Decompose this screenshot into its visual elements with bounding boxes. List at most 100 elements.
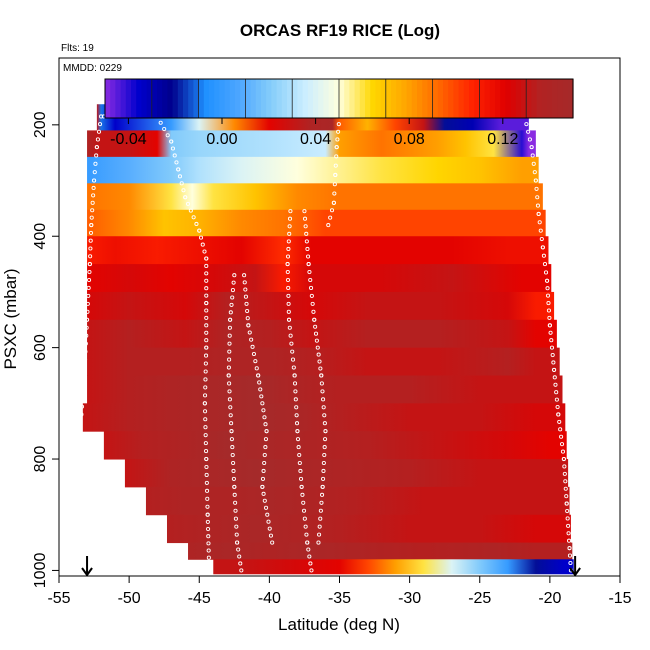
track-point [562, 464, 567, 469]
heatmap-band [188, 542, 573, 560]
track-point [321, 468, 326, 474]
track-point [89, 223, 94, 228]
track-point [567, 546, 572, 551]
track-point [84, 333, 89, 338]
track-point [204, 472, 209, 477]
track-point [82, 373, 87, 378]
track-point [234, 532, 239, 537]
date-label: MMDD: 0229 [63, 63, 122, 74]
track-point [204, 278, 209, 283]
track-point [206, 534, 211, 539]
track-point [303, 524, 308, 529]
track-point [97, 122, 103, 127]
track-point [290, 349, 295, 354]
colorbar-cell [541, 79, 548, 118]
track-point [232, 484, 237, 489]
plot-area [79, 104, 581, 577]
track-point [203, 393, 208, 398]
track-point [563, 486, 568, 491]
colorbar-cell [349, 79, 356, 118]
track-point [331, 200, 336, 205]
track-point [551, 360, 556, 365]
track-point [206, 555, 211, 560]
track-point [267, 526, 272, 531]
heatmap-band [87, 319, 557, 349]
track-point [206, 548, 211, 553]
track-point [265, 512, 270, 517]
colorbar-cell [432, 79, 439, 118]
colorbar-cell [318, 79, 324, 118]
colorbar-tick-label: -0.04 [110, 131, 147, 148]
track-point [179, 181, 184, 186]
track-point [88, 246, 93, 251]
track-point [203, 441, 208, 446]
track-point [290, 357, 296, 362]
track-point [529, 145, 534, 150]
colorbar [104, 78, 574, 119]
track-point [228, 413, 233, 418]
track-point [233, 516, 238, 521]
track-point [231, 468, 236, 474]
track-point [162, 126, 167, 132]
y-tick-label: 200 [32, 111, 49, 138]
track-point [313, 324, 318, 329]
track-point [322, 421, 327, 426]
heatmap-band [87, 347, 560, 376]
colorbar-cell [463, 79, 470, 118]
x-tick-label: -55 [47, 590, 70, 607]
track-point [236, 547, 241, 552]
track-point [204, 308, 209, 313]
y-axis: 200 400 600 800 1000 [32, 111, 59, 588]
track-point [91, 185, 96, 191]
colorbar-cell [365, 79, 371, 118]
colorbar-cell [531, 79, 538, 118]
colorbar-cell [245, 79, 252, 118]
track-point [204, 323, 209, 328]
track-point [298, 476, 304, 481]
track-point [550, 353, 555, 358]
heatmap-band [124, 459, 569, 488]
track-point [553, 382, 558, 387]
track-point [268, 533, 274, 538]
track-point [85, 309, 90, 314]
track-point [545, 293, 551, 298]
track-point [200, 242, 205, 247]
colorbar-cell [484, 79, 491, 118]
track-point [261, 408, 266, 413]
colorbar-cell [224, 79, 231, 118]
track-point [92, 170, 97, 175]
track-point [230, 453, 235, 458]
down-arrow-left-icon [81, 556, 93, 577]
track-point [534, 186, 539, 191]
track-point [96, 129, 102, 134]
track-point [233, 508, 238, 513]
track-point [535, 195, 540, 200]
flight-track-middle-track-4 [302, 209, 328, 545]
track-point [310, 301, 315, 306]
track-point [291, 365, 296, 370]
track-point [261, 468, 266, 474]
track-point [286, 285, 291, 291]
colorbar-cell [411, 79, 418, 118]
track-point [313, 331, 319, 336]
track-point [230, 288, 235, 293]
track-point [227, 357, 232, 362]
track-point [87, 262, 92, 267]
track-point [299, 484, 304, 489]
track-point [88, 230, 94, 235]
track-point [263, 422, 268, 427]
track-point [253, 359, 258, 364]
colorbar-cell [552, 79, 558, 118]
track-point [232, 273, 237, 278]
track-point [317, 359, 322, 364]
colorbar-cell [266, 79, 272, 118]
colorbar-cell [515, 79, 522, 118]
track-point [293, 397, 298, 402]
track-point [286, 301, 291, 306]
colorbar-cell [146, 79, 153, 118]
track-point [559, 442, 565, 447]
colorbar-cell [474, 79, 480, 118]
track-point [254, 366, 259, 371]
track-point [91, 193, 96, 198]
